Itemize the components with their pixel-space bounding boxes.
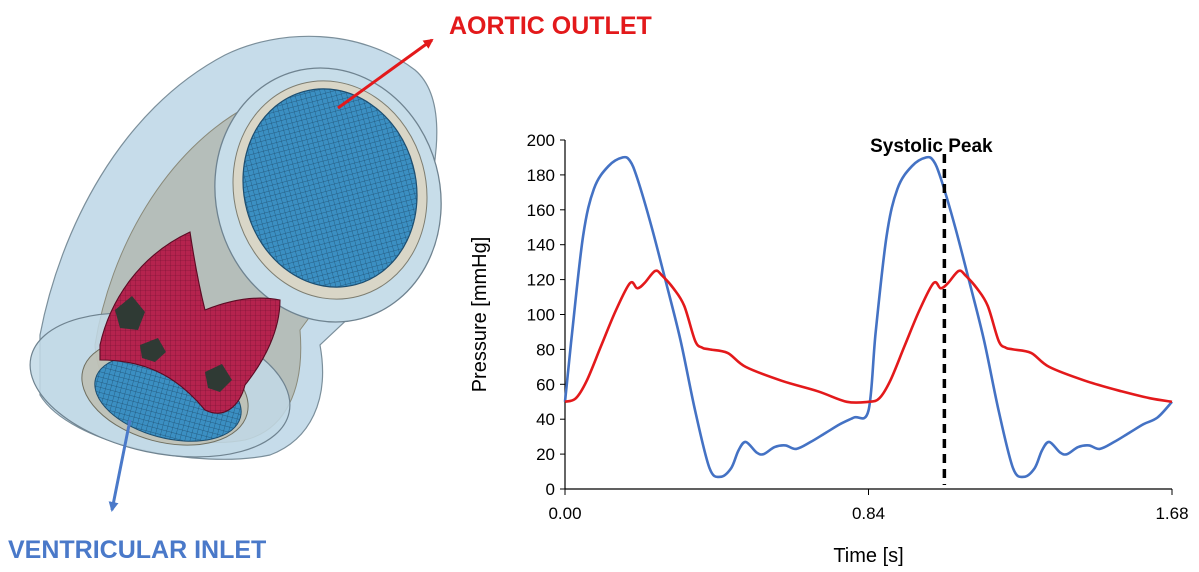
x-tick-label: 1.68 xyxy=(1155,504,1188,523)
y-tick-label: 100 xyxy=(527,306,555,325)
valve-leaflets xyxy=(99,231,281,414)
ventricular-inlet-label: VENTRICULAR INLET xyxy=(8,536,266,564)
x-ticks: 0.00 0.84 1.68 xyxy=(548,489,1189,523)
x-tick-label: 0.00 xyxy=(548,504,581,523)
aortic-outlet-arrow xyxy=(337,38,434,110)
x-axis-label: Time [s] xyxy=(833,545,903,567)
y-tick-label: 0 xyxy=(546,480,555,499)
systolic-peak-label: Systolic Peak xyxy=(870,136,993,157)
y-tick-label: 140 xyxy=(527,236,555,255)
y-tick-label: 40 xyxy=(536,410,555,429)
valve-model-illustration xyxy=(29,35,442,460)
y-tick-label: 80 xyxy=(536,340,555,359)
y-tick-label: 180 xyxy=(527,166,555,185)
y-tick-label: 120 xyxy=(527,271,555,290)
y-tick-label: 160 xyxy=(527,201,555,220)
ventricular-pressure-line xyxy=(563,155,1173,479)
leaflet-nodule-2 xyxy=(140,338,166,362)
pressure-chart: 0 20 40 60 80 100 120 140 160 180 200 0.00 0.84 1.68… xyxy=(469,131,1189,567)
y-tick-label: 60 xyxy=(536,375,555,394)
x-tick-label: 0.84 xyxy=(852,504,885,523)
y-tick-label: 200 xyxy=(527,131,555,150)
leaflet-nodule-1 xyxy=(115,296,145,330)
leaflet-nodule-3 xyxy=(205,364,232,392)
y-axis-label: Pressure [mmHg] xyxy=(469,237,491,393)
y-tick-label: 20 xyxy=(536,445,555,464)
aortic-pressure-line xyxy=(564,269,1173,404)
outlet-mesh xyxy=(242,88,418,288)
ventricular-inlet-arrow xyxy=(108,419,132,512)
y-ticks: 0 20 40 60 80 100 120 140 160 180 200 xyxy=(527,131,565,499)
aortic-outlet-label: AORTIC OUTLET xyxy=(449,12,652,40)
series-layer xyxy=(563,155,1173,479)
